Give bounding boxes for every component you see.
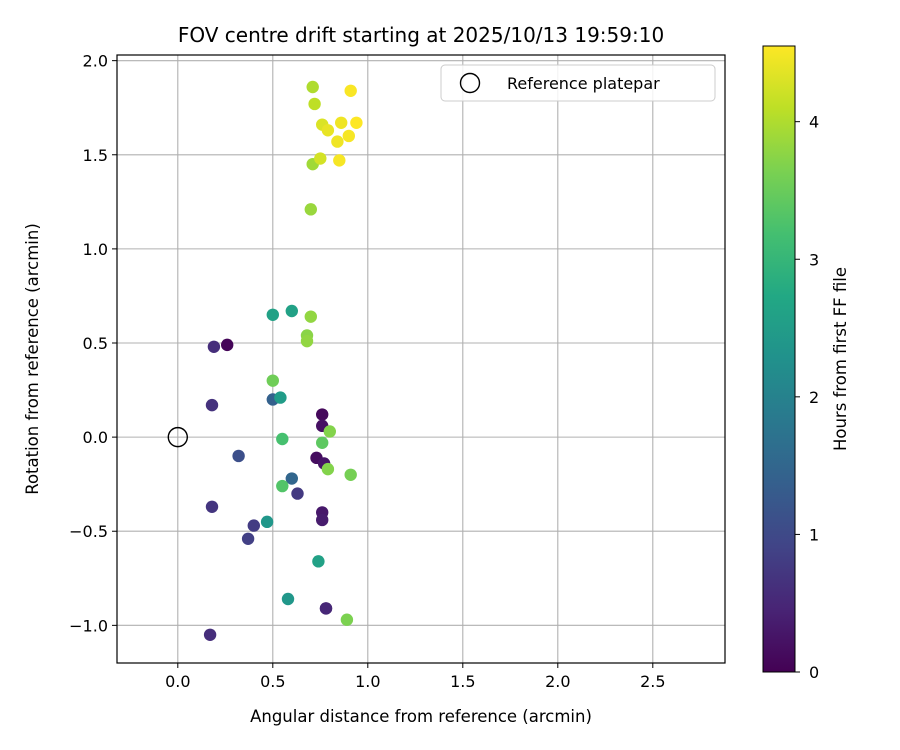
data-point [247,519,260,532]
x-tick-label: 2.0 [545,672,570,691]
data-point [221,338,234,352]
data-point [308,97,321,111]
data-point [316,436,329,449]
x-tick-label: 1.5 [450,672,475,691]
chart-title: FOV centre drift starting at 2025/10/13 … [178,23,664,47]
data-point [316,513,329,527]
data-point [203,628,217,641]
data-point [207,340,221,353]
data-point [312,555,325,568]
data-point [266,308,279,321]
data-point [300,334,314,348]
x-tick-label: 2.5 [640,672,665,691]
y-tick-label: −1.0 [69,616,108,635]
data-point [321,124,335,137]
data-point [274,391,287,404]
data-point [291,487,304,500]
x-tick-label: 0.5 [260,672,285,691]
data-point [350,116,363,129]
data-point [344,468,357,481]
x-axis: 0.0 0.5 1.0 1.5 2.0 2.5 [165,663,666,691]
y-axis: −1.0 −0.5 0.0 0.5 1.0 1.5 2.0 [69,52,117,635]
colorbar-tick-label: 4 [809,113,819,132]
colorbar-axis: 0 1 2 3 4 [795,113,819,682]
x-axis-label: Angular distance from reference (arcmin) [250,707,592,726]
y-axis-label: Rotation from reference (arcmin) [23,223,42,495]
y-tick-label: 0.5 [83,334,108,353]
data-point [285,472,298,485]
data-point [304,310,317,323]
colorbar-tick-label: 3 [809,250,819,269]
legend-box [440,64,716,102]
data-point [340,613,354,626]
colorbar-label: Hours from first FF file [831,267,850,451]
colorbar-tick-label: 2 [809,388,819,407]
y-tick-label: −0.5 [69,522,108,541]
scatter-series [203,80,363,641]
data-point [321,462,335,476]
data-point [285,304,298,318]
data-point [205,500,219,513]
data-point [281,592,295,606]
data-point [344,84,357,97]
colorbar-tick-label: 0 [809,663,819,682]
data-point [266,374,279,387]
legend-reference-marker [459,72,481,94]
data-point [260,515,274,529]
data-point [319,602,333,615]
data-point [333,154,346,167]
data-point [205,398,219,412]
data-point [314,152,327,165]
data-point [241,532,255,545]
plot-area-frame [116,54,726,664]
y-tick-label: 1.5 [83,146,108,165]
x-tick-label: 0.0 [165,672,190,691]
y-tick-label: 1.0 [83,240,108,259]
legend-label: Reference platepar [507,74,660,93]
reference-point-marker [167,426,189,448]
data-point [304,203,317,216]
legend: Reference platepar [440,64,716,102]
colorbar-tick-label: 1 [809,525,819,544]
data-point [331,135,344,148]
data-point [276,432,289,446]
data-point [316,408,329,421]
data-point [342,129,355,143]
data-point [335,116,348,129]
data-point [232,449,245,463]
y-tick-label: 0.0 [83,428,108,447]
grid [117,55,725,663]
colorbar [762,45,796,673]
data-point [276,479,289,493]
data-point [323,425,336,438]
data-point [306,80,319,94]
y-tick-label: 2.0 [83,52,108,71]
x-tick-label: 1.0 [355,672,380,691]
